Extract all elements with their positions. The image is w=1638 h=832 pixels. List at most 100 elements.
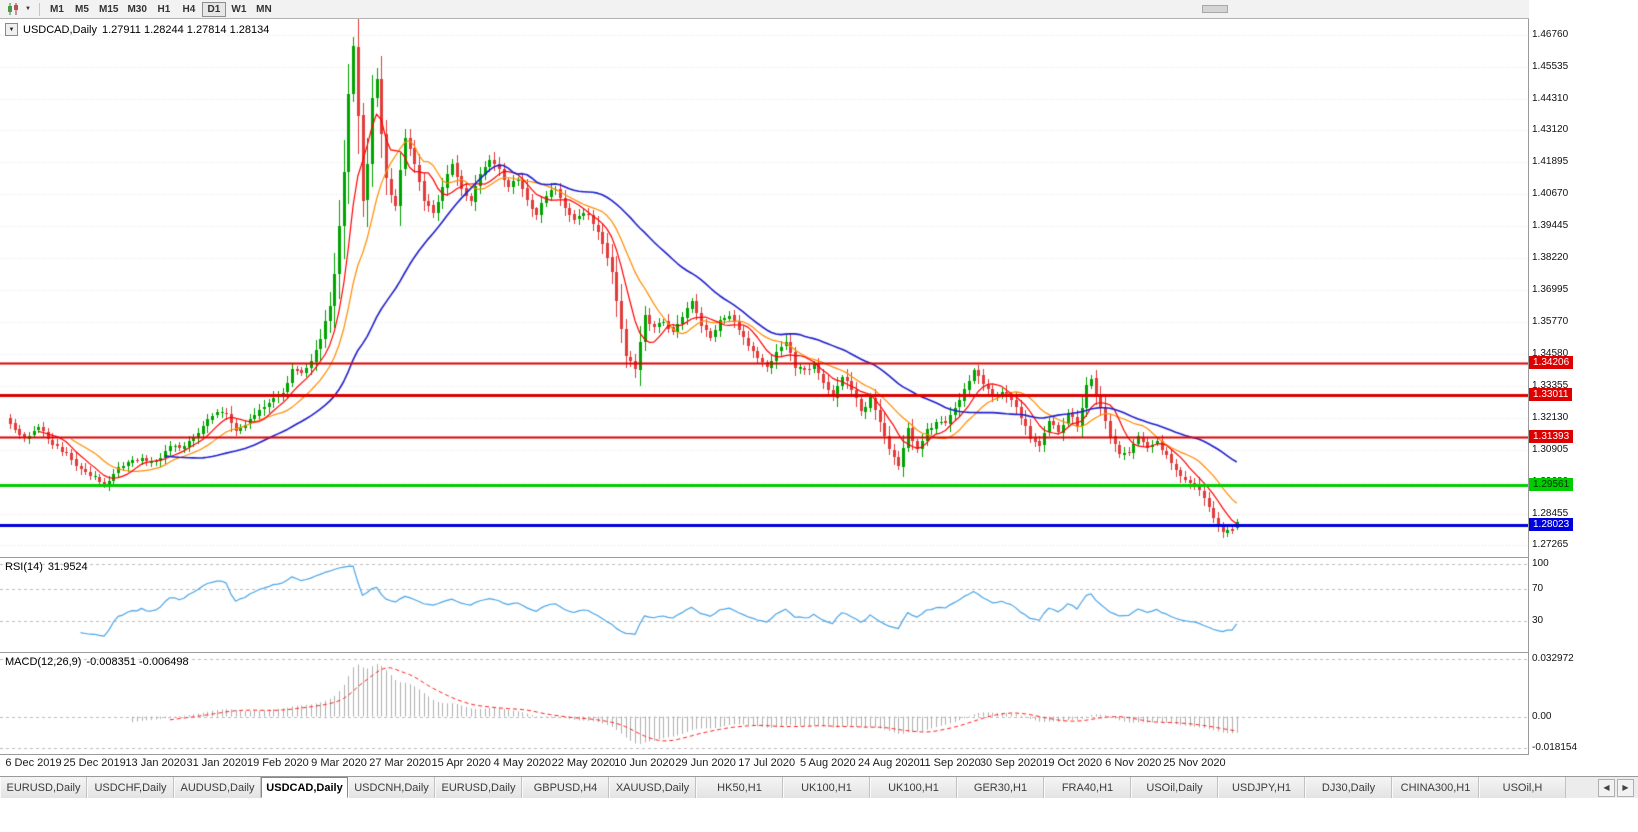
- chart-collapse-icon[interactable]: ▼: [5, 23, 18, 36]
- chart-tab-uk100-h1[interactable]: UK100,H1: [783, 777, 870, 798]
- chart-tabs: EURUSD,Daily USDCHF,Daily AUDUSD,Daily USDC…: [0, 777, 1566, 798]
- time-axis-label: 25 Nov 2020: [1163, 757, 1226, 769]
- hline-price-tag[interactable]: 1.29561: [1529, 477, 1574, 491]
- chart-tab-fra40-h1[interactable]: FRA40,H1: [1044, 777, 1131, 798]
- rsi-panel-canvas[interactable]: [0, 558, 1528, 652]
- timeframe-button-d1[interactable]: D1: [201, 1, 226, 17]
- timeframe-button-mn[interactable]: MN: [256, 3, 272, 15]
- time-axis-label: 29 Jun 2020: [675, 757, 736, 769]
- chart-tab-uk100-h1[interactable]: UK100,H1: [870, 777, 957, 798]
- timeframe-button-h4[interactable]: H4: [182, 3, 196, 15]
- chart-ohlc-values: 1.27911 1.28244 1.27814 1.28134: [101, 23, 270, 36]
- chart-tab-usoil-daily[interactable]: USOil,Daily: [1131, 777, 1218, 798]
- price-axis-label: 1.27265: [1532, 538, 1569, 550]
- price-chart-canvas[interactable]: [0, 19, 1528, 557]
- tab-scroll-right-icon[interactable]: ▶: [1617, 778, 1634, 797]
- macd-indicator-label: MACD(12,26,9) -0.008351 -0.006498: [5, 656, 189, 668]
- macd-axis-label: -0.018154: [1532, 742, 1578, 754]
- timeframe-button-m1[interactable]: M1: [50, 3, 64, 15]
- price-axis-label: 1.32130: [1532, 411, 1569, 423]
- time-axis-label: 4 May 2020: [493, 757, 552, 769]
- hline-price-tag[interactable]: 1.34206: [1529, 356, 1574, 370]
- time-axis-label: 19 Feb 2020: [247, 757, 309, 769]
- candlestick-chart-icon-svg: [7, 3, 18, 15]
- price-axis-label: 1.35770: [1532, 316, 1569, 328]
- macd-axis-label: 0.032972: [1532, 653, 1574, 665]
- price-axis-label: 1.34580: [1532, 347, 1569, 359]
- panel-separator[interactable]: [0, 557, 1638, 558]
- hline-price-tag[interactable]: 1.33011: [1529, 387, 1573, 401]
- time-axis-label: 31 Jan 2020: [186, 757, 248, 769]
- rsi-name: RSI(14): [5, 561, 43, 573]
- price-axis-label: 1.38220: [1532, 252, 1569, 264]
- timeframe-button-m30[interactable]: M30: [127, 3, 147, 15]
- chart-tab-eurusd-daily[interactable]: EURUSD,Daily: [435, 777, 522, 798]
- time-axis-label: 27 Mar 2020: [369, 757, 431, 769]
- timeframe-button-m15[interactable]: M15: [99, 3, 119, 15]
- chart-tab-gbpusd-h4[interactable]: GBPUSD,H4: [522, 777, 609, 798]
- time-axis-label: 9 Mar 2020: [311, 757, 367, 769]
- chart-tab-xauusd-daily[interactable]: XAUUSD,Daily: [609, 777, 696, 798]
- toolbar: ▼ M1 M5 M15 M30 H1 H4 D1 W1 MN: [0, 0, 1638, 19]
- price-axis-label: 1.36995: [1532, 284, 1569, 296]
- time-axis-label: 17 Jul 2020: [738, 757, 796, 769]
- rsi-axis-label: 70: [1532, 582, 1544, 594]
- hline-price-tag[interactable]: 1.28023: [1529, 518, 1574, 531]
- macd-values: -0.008351 -0.006498: [86, 656, 189, 668]
- rsi-axis-label: 30: [1532, 615, 1544, 627]
- time-axis-label: 24 Aug 2020: [857, 757, 920, 769]
- price-axis-label: 1.41895: [1532, 156, 1569, 168]
- price-axis-label: 1.45535: [1532, 60, 1569, 72]
- price-axis-label: 1.33355: [1532, 379, 1569, 391]
- price-axis-label: 1.39445: [1532, 220, 1569, 232]
- candlestick-chart-icon[interactable]: [4, 2, 22, 17]
- tab-scroll-arrows: ◀ ▶: [1598, 777, 1638, 798]
- price-axis-label: 1.40670: [1532, 188, 1569, 200]
- price-axis-label: 1.28455: [1532, 507, 1569, 519]
- macd-name: MACD(12,26,9): [5, 656, 82, 668]
- macd-axis-label: 0.00: [1532, 710, 1552, 722]
- chart-scrollbar-thumb[interactable]: [1202, 5, 1228, 13]
- rsi-value: 31.9524: [47, 561, 88, 573]
- chart-tab-ger30-h1[interactable]: GER30,H1: [957, 777, 1044, 798]
- timeframe-group: M1 M5 M15 M30 H1 H4 D1 W1 MN: [45, 1, 276, 17]
- panel-separator[interactable]: [0, 652, 1638, 653]
- chart-title: ▼ USDCAD,Daily 1.27911 1.28244 1.27814 1…: [5, 23, 269, 36]
- rsi-axis-label: 100: [1532, 558, 1549, 570]
- timeframe-button-m5[interactable]: M5: [75, 3, 89, 15]
- timeframe-button-w1[interactable]: W1: [231, 3, 247, 15]
- tab-scroll-left-icon[interactable]: ◀: [1598, 778, 1615, 797]
- x-axis-border: [0, 754, 1638, 755]
- hline-price-tag[interactable]: 1.31393: [1529, 429, 1574, 443]
- chart-tab-audusd-daily[interactable]: AUDUSD,Daily: [174, 777, 261, 798]
- chart-tab-usdchf-daily[interactable]: USDCHF,Daily: [87, 777, 174, 798]
- time-axis-label: 10 Jun 2020: [614, 757, 675, 769]
- timeframe-button-h1[interactable]: H1: [157, 3, 171, 15]
- chart-tab-china300-h1[interactable]: CHINA300,H1: [1392, 777, 1479, 798]
- time-axis-label: 22 May 2020: [551, 757, 616, 769]
- time-axis-label: 15 Apr 2020: [431, 757, 491, 769]
- chart-tab-usdcad-daily[interactable]: USDCAD,Daily: [261, 777, 348, 798]
- price-axis-label: 1.43120: [1532, 124, 1569, 136]
- chart-tab-usdjpy-h1[interactable]: USDJPY,H1: [1218, 777, 1305, 798]
- chart-tab-eurusd-daily[interactable]: EURUSD,Daily: [0, 777, 87, 798]
- chart-tab-usoil-h[interactable]: USOil,H: [1479, 777, 1566, 798]
- rsi-indicator-label: RSI(14) 31.9524: [5, 561, 88, 573]
- time-axis-label: 19 Oct 2020: [1042, 757, 1103, 769]
- chart-tabbar: EURUSD,Daily USDCHF,Daily AUDUSD,Daily USDC…: [0, 776, 1638, 798]
- time-axis-label: 5 Aug 2020: [799, 757, 856, 769]
- chart-tab-dj30-daily[interactable]: DJ30,Daily: [1305, 777, 1392, 798]
- macd-panel-canvas[interactable]: [0, 653, 1528, 754]
- time-axis-label: 25 Dec 2019: [63, 757, 126, 769]
- chart-tab-hk50-h1[interactable]: HK50,H1: [696, 777, 783, 798]
- chart-symbol-label: USDCAD,Daily: [23, 23, 97, 36]
- price-axis-border: [1528, 19, 1529, 755]
- chart-tab-usdcnh-daily[interactable]: USDCNH,Daily: [348, 777, 435, 798]
- price-axis-label: 1.30905: [1532, 443, 1569, 455]
- time-axis-label: 6 Dec 2019: [5, 757, 62, 769]
- chart-type-dropdown-icon[interactable]: ▼: [25, 6, 31, 12]
- time-axis-label: 30 Sep 2020: [979, 757, 1043, 769]
- price-axis-label: 1.46760: [1532, 28, 1569, 40]
- time-axis-label: 6 Nov 2020: [1105, 757, 1162, 769]
